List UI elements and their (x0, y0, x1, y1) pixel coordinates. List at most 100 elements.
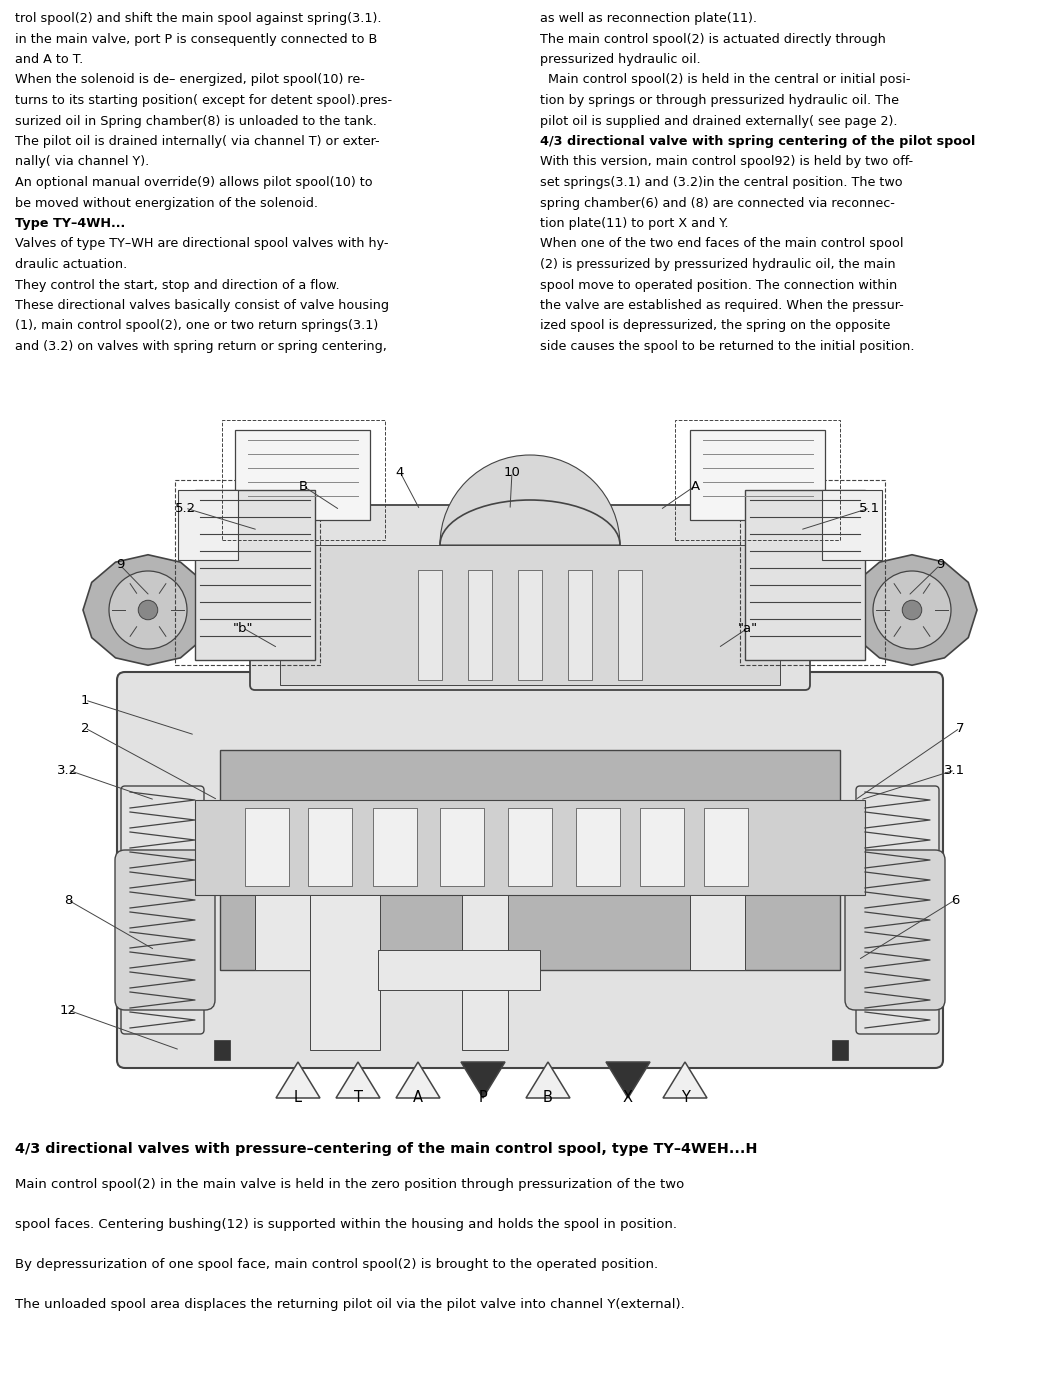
Bar (195, 490, 315, 660)
Text: P: P (479, 1090, 488, 1105)
Text: (1), main control spool(2), one or two return springs(3.1): (1), main control spool(2), one or two r… (15, 320, 378, 333)
Bar (222, 420, 385, 540)
Bar (576, 807, 620, 885)
Bar (640, 807, 684, 885)
Text: 1: 1 (81, 693, 89, 707)
Text: 8: 8 (64, 894, 72, 906)
Bar (378, 949, 540, 990)
Text: turns to its starting position( except for detent spool).pres-: turns to its starting position( except f… (15, 95, 392, 107)
Text: They control the start, stop and direction of a flow.: They control the start, stop and directi… (15, 278, 339, 291)
Text: draulic actuation.: draulic actuation. (15, 258, 127, 271)
Text: Type TY–4WH...: Type TY–4WH... (15, 217, 125, 230)
Circle shape (768, 558, 782, 572)
Text: These directional valves basically consist of valve housing: These directional valves basically consi… (15, 299, 389, 312)
Text: 4/3 directional valves with pressure–centering of the main control spool, type T: 4/3 directional valves with pressure–cen… (15, 1141, 758, 1155)
Bar (235, 430, 370, 521)
Text: ized spool is depressurized, the spring on the opposite: ized spool is depressurized, the spring … (540, 320, 890, 333)
Text: A: A (413, 1090, 423, 1105)
Text: "a": "a" (738, 621, 758, 635)
Text: 3.1: 3.1 (944, 763, 966, 777)
Bar (518, 569, 542, 681)
FancyBboxPatch shape (856, 786, 939, 1034)
Bar (308, 807, 352, 885)
Text: 6: 6 (951, 894, 959, 906)
Circle shape (109, 571, 187, 649)
Text: be moved without energization of the solenoid.: be moved without energization of the sol… (15, 196, 318, 210)
FancyBboxPatch shape (114, 851, 215, 1011)
Bar (568, 569, 591, 681)
Text: Main control spool(2) is held in the central or initial posi-: Main control spool(2) is held in the cen… (540, 74, 911, 86)
Bar (178, 490, 238, 560)
Text: With this version, main control spool92) is held by two off-: With this version, main control spool92)… (540, 156, 913, 168)
Circle shape (278, 558, 292, 572)
Bar (373, 807, 417, 885)
Polygon shape (276, 1062, 320, 1098)
Text: Main control spool(2) in the main valve is held in the zero position through pre: Main control spool(2) in the main valve … (15, 1178, 685, 1192)
Bar (690, 895, 745, 970)
Bar (462, 895, 508, 1050)
Circle shape (873, 571, 951, 649)
Bar (0, 380, 1060, 1130)
Bar (469, 569, 492, 681)
Text: 10: 10 (504, 465, 520, 479)
Bar (508, 807, 552, 885)
Text: in the main valve, port P is consequently connected to B: in the main valve, port P is consequentl… (15, 32, 377, 46)
Text: 9: 9 (936, 558, 944, 572)
Text: pilot oil is supplied and drained externally( see page 2).: pilot oil is supplied and drained extern… (540, 114, 898, 128)
Circle shape (902, 600, 922, 619)
Text: Y: Y (681, 1090, 689, 1105)
Text: (2) is pressurized by pressurized hydraulic oil, the main: (2) is pressurized by pressurized hydrau… (540, 258, 896, 271)
Bar (195, 800, 865, 895)
Bar (280, 546, 780, 685)
Bar (245, 807, 289, 885)
Text: pressurized hydraulic oil.: pressurized hydraulic oil. (540, 53, 701, 65)
Bar (418, 569, 442, 681)
Text: set springs(3.1) and (3.2)in the central position. The two: set springs(3.1) and (3.2)in the central… (540, 175, 903, 189)
Bar (822, 490, 882, 560)
Bar (690, 430, 825, 521)
Text: B: B (299, 479, 307, 493)
Text: and A to T.: and A to T. (15, 53, 84, 65)
Text: X: X (623, 1090, 633, 1105)
Polygon shape (526, 1062, 570, 1098)
Text: spool faces. Centering bushing(12) is supported within the housing and holds the: spool faces. Centering bushing(12) is su… (15, 1218, 677, 1231)
Bar (175, 480, 320, 665)
Text: tion by springs or through pressurized hydraulic oil. The: tion by springs or through pressurized h… (540, 95, 899, 107)
Polygon shape (847, 555, 977, 665)
Bar (704, 807, 748, 885)
Text: 3.2: 3.2 (57, 763, 78, 777)
Bar (255, 895, 310, 970)
Circle shape (138, 600, 158, 619)
Bar (214, 1040, 230, 1059)
Text: tion plate(11) to port X and Y.: tion plate(11) to port X and Y. (540, 217, 728, 230)
FancyBboxPatch shape (117, 672, 943, 1068)
Text: T: T (353, 1090, 363, 1105)
Text: the valve are established as required. When the pressur-: the valve are established as required. W… (540, 299, 904, 312)
Bar (310, 895, 379, 1050)
Text: "b": "b" (233, 621, 253, 635)
Polygon shape (83, 555, 213, 665)
Text: surized oil in Spring chamber(8) is unloaded to the tank.: surized oil in Spring chamber(8) is unlo… (15, 114, 377, 128)
Text: 4/3 directional valve with spring centering of the pilot spool: 4/3 directional valve with spring center… (540, 135, 975, 148)
Text: 4: 4 (395, 465, 404, 479)
Wedge shape (440, 455, 620, 546)
Bar (220, 750, 840, 970)
Bar (745, 490, 865, 660)
Text: and (3.2) on valves with spring return or spring centering,: and (3.2) on valves with spring return o… (15, 340, 387, 354)
Text: The pilot oil is drained internally( via channel T) or exter-: The pilot oil is drained internally( via… (15, 135, 379, 148)
Polygon shape (606, 1062, 650, 1098)
Polygon shape (662, 1062, 707, 1098)
Text: 5.1: 5.1 (860, 501, 881, 515)
Text: side causes the spool to be returned to the initial position.: side causes the spool to be returned to … (540, 340, 915, 354)
Bar (832, 1040, 848, 1059)
Text: By depressurization of one spool face, main control spool(2) is brought to the o: By depressurization of one spool face, m… (15, 1258, 658, 1271)
Bar (740, 480, 885, 665)
Polygon shape (461, 1062, 505, 1098)
Bar (440, 807, 484, 885)
FancyBboxPatch shape (845, 851, 946, 1011)
Text: A: A (690, 479, 700, 493)
Text: An optional manual override(9) allows pilot spool(10) to: An optional manual override(9) allows pi… (15, 175, 373, 189)
Polygon shape (336, 1062, 379, 1098)
Bar (675, 420, 840, 540)
Text: 7: 7 (956, 721, 965, 735)
